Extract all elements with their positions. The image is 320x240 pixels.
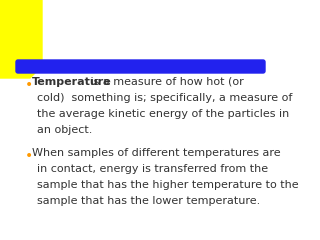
Text: Temperature: Temperature	[32, 77, 112, 87]
Text: the average kinetic energy of the particles in: the average kinetic energy of the partic…	[37, 109, 289, 119]
Text: When samples of different temperatures are: When samples of different temperatures a…	[32, 148, 281, 158]
FancyBboxPatch shape	[16, 60, 265, 73]
Polygon shape	[0, 0, 42, 78]
Text: •: •	[25, 149, 33, 163]
Text: •: •	[25, 78, 33, 92]
Text: is a measure of how hot (or: is a measure of how hot (or	[86, 77, 243, 87]
Text: in contact, energy is transferred from the: in contact, energy is transferred from t…	[37, 164, 268, 174]
Text: cold)  something is; specifically, a measure of: cold) something is; specifically, a meas…	[37, 93, 292, 103]
Text: sample that has the higher temperature to the: sample that has the higher temperature t…	[37, 180, 299, 190]
Text: sample that has the lower temperature.: sample that has the lower temperature.	[37, 196, 260, 206]
Text: an object.: an object.	[37, 125, 92, 135]
